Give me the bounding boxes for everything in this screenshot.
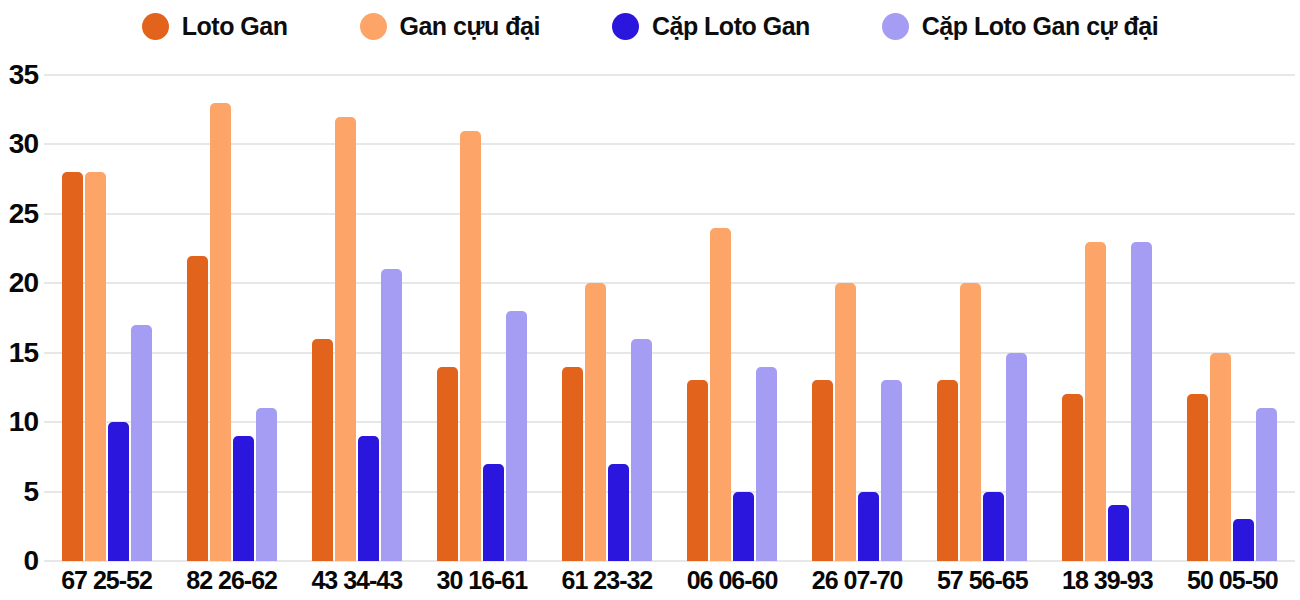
x-axis-category-label-7: 57 56-65 bbox=[920, 566, 1045, 595]
bar-series-1-cat-3[interactable] bbox=[460, 131, 481, 561]
bar-series-2-cat-5[interactable] bbox=[733, 492, 754, 561]
bar-series-0-cat-6[interactable] bbox=[812, 380, 833, 561]
x-axis-category-label-8: 18 39-93 bbox=[1045, 566, 1170, 595]
y-axis-tick-label-20: 20 bbox=[0, 269, 38, 297]
legend-item-3[interactable]: Cặp Loto Gan cự đại bbox=[882, 12, 1158, 41]
bar-group-06-06-60 bbox=[670, 65, 795, 561]
legend-swatch-icon bbox=[360, 13, 387, 40]
bar-series-0-cat-1[interactable] bbox=[187, 256, 208, 561]
bar-series-3-cat-9[interactable] bbox=[1256, 408, 1277, 561]
bar-group-61-23-32 bbox=[544, 65, 669, 561]
bar-series-1-cat-2[interactable] bbox=[335, 117, 356, 561]
bar-series-2-cat-2[interactable] bbox=[358, 436, 379, 561]
bar-series-1-cat-8[interactable] bbox=[1085, 242, 1106, 561]
legend-label: Cặp Loto Gan cự đại bbox=[922, 12, 1158, 41]
bar-series-1-cat-1[interactable] bbox=[210, 103, 231, 561]
bar-series-3-cat-5[interactable] bbox=[756, 367, 777, 561]
x-axis-category-label-3: 30 16-61 bbox=[419, 566, 544, 595]
x-axis-category-label-6: 26 07-70 bbox=[795, 566, 920, 595]
bar-series-1-cat-4[interactable] bbox=[585, 283, 606, 561]
y-axis-tick-label-30: 30 bbox=[0, 130, 38, 158]
bar-series-2-cat-7[interactable] bbox=[983, 492, 1004, 561]
bar-group-18-39-93 bbox=[1045, 65, 1170, 561]
bar-series-0-cat-5[interactable] bbox=[687, 380, 708, 561]
bar-series-2-cat-0[interactable] bbox=[108, 422, 129, 561]
bar-series-3-cat-3[interactable] bbox=[506, 311, 527, 561]
bar-series-3-cat-7[interactable] bbox=[1006, 353, 1027, 561]
y-axis-tick-label-10: 10 bbox=[0, 408, 38, 436]
bar-group-30-16-61 bbox=[419, 65, 544, 561]
legend-label: Gan cựu đại bbox=[400, 12, 540, 41]
y-axis-tick-label-35: 35 bbox=[0, 61, 38, 89]
y-axis-tick-label-5: 5 bbox=[0, 478, 38, 506]
bar-series-0-cat-0[interactable] bbox=[62, 172, 83, 561]
bar-series-0-cat-2[interactable] bbox=[312, 339, 333, 561]
bar-group-50-05-50 bbox=[1170, 65, 1295, 561]
legend-swatch-icon bbox=[882, 13, 909, 40]
bar-series-3-cat-1[interactable] bbox=[256, 408, 277, 561]
y-axis-tick-label-25: 25 bbox=[0, 200, 38, 228]
bar-series-0-cat-9[interactable] bbox=[1187, 394, 1208, 561]
legend-label: Cặp Loto Gan bbox=[652, 12, 810, 41]
chart-legend: Loto Gan Gan cựu đại Cặp Loto Gan Cặp Loto … bbox=[0, 4, 1300, 48]
bar-series-3-cat-4[interactable] bbox=[631, 339, 652, 561]
legend-swatch-icon bbox=[142, 13, 169, 40]
bar-series-3-cat-2[interactable] bbox=[381, 269, 402, 561]
y-axis-tick-label-15: 15 bbox=[0, 339, 38, 367]
bar-series-0-cat-7[interactable] bbox=[937, 380, 958, 561]
bar-group-82-26-62 bbox=[169, 65, 294, 561]
bar-series-1-cat-0[interactable] bbox=[85, 172, 106, 561]
bar-series-2-cat-4[interactable] bbox=[608, 464, 629, 561]
bar-group-43-34-43 bbox=[294, 65, 419, 561]
bar-series-0-cat-3[interactable] bbox=[437, 367, 458, 561]
legend-item-1[interactable]: Gan cựu đại bbox=[360, 12, 540, 41]
x-axis-category-label-0: 67 25-52 bbox=[44, 566, 169, 595]
bar-series-3-cat-0[interactable] bbox=[131, 325, 152, 561]
legend-item-2[interactable]: Cặp Loto Gan bbox=[612, 12, 810, 41]
bar-series-1-cat-5[interactable] bbox=[710, 228, 731, 561]
bar-series-3-cat-6[interactable] bbox=[881, 380, 902, 561]
bar-series-1-cat-7[interactable] bbox=[960, 283, 981, 561]
bar-series-2-cat-6[interactable] bbox=[858, 492, 879, 561]
bar-series-0-cat-8[interactable] bbox=[1062, 394, 1083, 561]
x-axis-category-label-1: 82 26-62 bbox=[169, 566, 294, 595]
x-axis-category-label-2: 43 34-43 bbox=[294, 566, 419, 595]
y-axis-tick-label-0: 0 bbox=[0, 547, 38, 575]
bar-series-2-cat-3[interactable] bbox=[483, 464, 504, 561]
x-axis-category-label-4: 61 23-32 bbox=[544, 566, 669, 595]
bar-group-26-07-70 bbox=[795, 65, 920, 561]
bar-series-0-cat-4[interactable] bbox=[562, 367, 583, 561]
x-axis-category-label-9: 50 05-50 bbox=[1170, 566, 1295, 595]
bar-series-2-cat-8[interactable] bbox=[1108, 505, 1129, 561]
legend-label: Loto Gan bbox=[182, 12, 288, 41]
chart-canvas: Loto Gan Gan cựu đại Cặp Loto Gan Cặp Loto … bbox=[0, 0, 1300, 600]
bar-series-2-cat-1[interactable] bbox=[233, 436, 254, 561]
bar-series-1-cat-9[interactable] bbox=[1210, 353, 1231, 561]
x-axis-category-label-5: 06 06-60 bbox=[670, 566, 795, 595]
legend-item-0[interactable]: Loto Gan bbox=[142, 12, 288, 41]
bar-series-2-cat-9[interactable] bbox=[1233, 519, 1254, 561]
bar-group-57-56-65 bbox=[920, 65, 1045, 561]
legend-swatch-icon bbox=[612, 13, 639, 40]
bar-series-1-cat-6[interactable] bbox=[835, 283, 856, 561]
bar-series-3-cat-8[interactable] bbox=[1131, 242, 1152, 561]
bar-group-67-25-52 bbox=[44, 65, 169, 561]
